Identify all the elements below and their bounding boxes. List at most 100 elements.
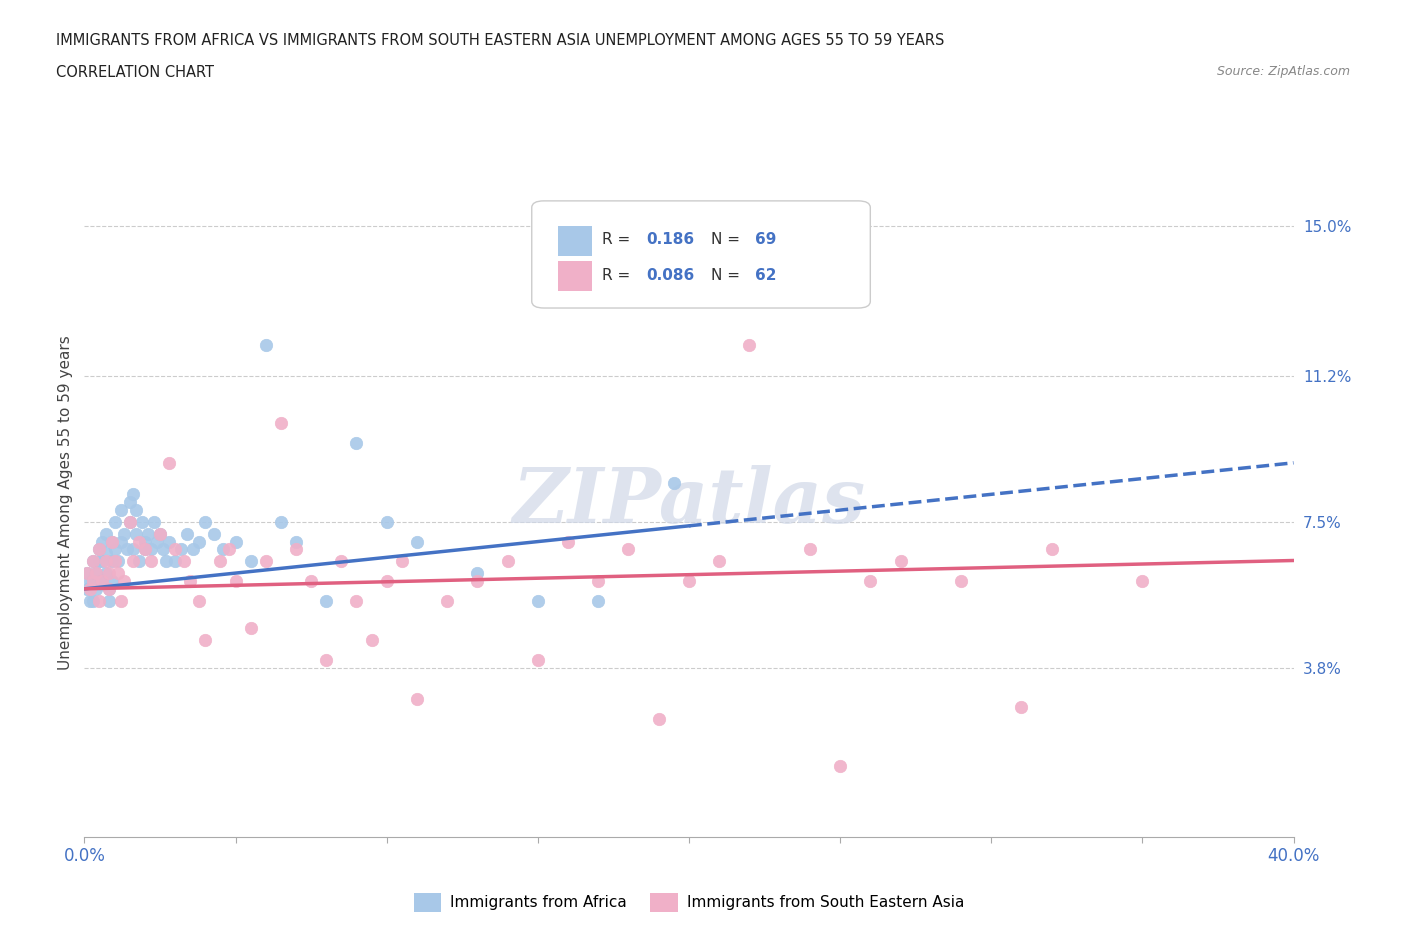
Point	[155, 554, 177, 569]
Point	[115, 542, 138, 557]
Point	[110, 534, 132, 549]
Point	[346, 593, 368, 608]
Point	[104, 554, 127, 569]
Point	[1011, 699, 1033, 714]
Point	[225, 574, 247, 589]
Point	[86, 565, 108, 580]
Point	[179, 574, 201, 589]
Point	[285, 534, 308, 549]
Point	[165, 542, 187, 557]
Point	[139, 542, 162, 557]
Point	[142, 514, 165, 529]
Point	[121, 487, 143, 502]
Point	[94, 565, 117, 580]
Point	[173, 554, 195, 569]
Text: CORRELATION CHART: CORRELATION CHART	[56, 65, 214, 80]
Point	[86, 565, 108, 580]
Point	[76, 565, 98, 580]
Point	[299, 574, 322, 589]
Point	[104, 542, 127, 557]
Point	[709, 554, 731, 569]
Point	[100, 554, 122, 569]
Point	[89, 542, 111, 557]
Point	[136, 526, 159, 541]
Point	[170, 542, 193, 557]
Point	[97, 581, 120, 596]
Point	[678, 574, 700, 589]
Point	[134, 542, 156, 557]
Point	[202, 526, 225, 541]
Point	[285, 542, 308, 557]
Point	[110, 502, 132, 517]
Point	[218, 542, 240, 557]
Point	[212, 542, 235, 557]
Point	[315, 652, 337, 667]
Point	[270, 416, 292, 431]
Point	[97, 593, 120, 608]
Text: Source: ZipAtlas.com: Source: ZipAtlas.com	[1216, 65, 1350, 78]
Point	[82, 554, 104, 569]
Point	[239, 621, 262, 636]
Text: 0.186: 0.186	[647, 232, 695, 247]
Text: 69: 69	[755, 232, 778, 247]
Point	[112, 574, 135, 589]
Point	[209, 554, 232, 569]
FancyBboxPatch shape	[558, 261, 592, 291]
Point	[315, 593, 337, 608]
Point	[91, 574, 114, 589]
Point	[139, 554, 162, 569]
Y-axis label: Unemployment Among Ages 55 to 59 years: Unemployment Among Ages 55 to 59 years	[58, 335, 73, 670]
Point	[346, 435, 368, 450]
Point	[89, 542, 111, 557]
Point	[225, 534, 247, 549]
Point	[104, 514, 127, 529]
Point	[360, 632, 382, 647]
Point	[82, 593, 104, 608]
Text: N =: N =	[710, 269, 745, 284]
Point	[89, 574, 111, 589]
Point	[121, 542, 143, 557]
Point	[149, 526, 172, 541]
Point	[188, 534, 211, 549]
Point	[254, 554, 277, 569]
Point	[270, 514, 292, 529]
Point	[100, 574, 122, 589]
Point	[100, 534, 122, 549]
Point	[181, 542, 204, 557]
Text: N =: N =	[710, 232, 745, 247]
Point	[194, 632, 217, 647]
Point	[149, 526, 172, 541]
Point	[467, 565, 489, 580]
Point	[391, 554, 413, 569]
Point	[1130, 574, 1153, 589]
FancyBboxPatch shape	[531, 201, 870, 308]
Point	[375, 514, 398, 529]
Point	[128, 554, 150, 569]
Point	[107, 554, 129, 569]
Point	[79, 574, 101, 589]
Point	[134, 534, 156, 549]
Point	[91, 554, 114, 569]
Point	[118, 495, 141, 510]
Point	[76, 581, 98, 596]
Point	[91, 574, 114, 589]
Point	[121, 554, 143, 569]
Point	[100, 534, 122, 549]
Point	[527, 652, 550, 667]
Point	[89, 554, 111, 569]
Text: ZIPatlas: ZIPatlas	[512, 465, 866, 539]
Point	[165, 554, 187, 569]
Point	[859, 574, 882, 589]
Point	[112, 526, 135, 541]
Point	[97, 581, 120, 596]
Point	[617, 542, 640, 557]
Point	[799, 542, 821, 557]
Point	[107, 565, 129, 580]
Point	[125, 526, 148, 541]
Point	[176, 526, 198, 541]
Point	[239, 554, 262, 569]
Point	[146, 534, 169, 549]
Point	[89, 593, 111, 608]
Point	[118, 514, 141, 529]
Point	[496, 554, 519, 569]
